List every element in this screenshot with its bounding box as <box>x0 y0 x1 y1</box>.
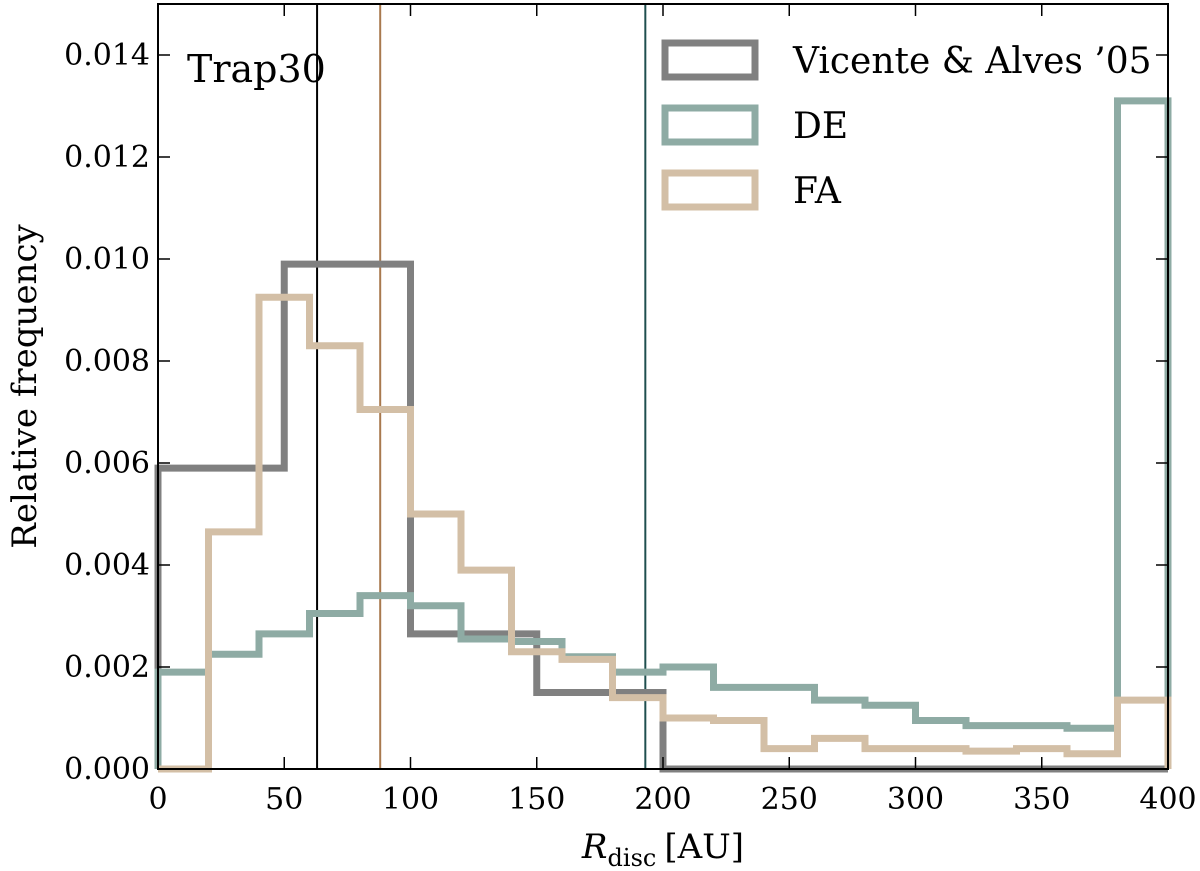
panel-annotation: Trap30 <box>187 47 326 91</box>
y-tick-label: 0.002 <box>64 650 150 685</box>
series-1-steps <box>154 97 1172 769</box>
legend-label-2: FA <box>793 171 842 212</box>
legend-label-1: DE <box>793 106 848 147</box>
y-tick-label: 0.004 <box>64 548 150 583</box>
legend-swatch-0 <box>661 39 759 81</box>
x-axis-subscript: disc <box>608 844 657 871</box>
y-tick-label: 0.006 <box>64 446 150 481</box>
legend-swatch-1 <box>661 104 759 146</box>
legend-swatch-2 <box>661 169 759 211</box>
x-tick-label: 150 <box>508 782 565 817</box>
median-lines <box>316 4 647 769</box>
y-axis-title: Relative frequency <box>5 223 45 548</box>
x-tick-label: 200 <box>634 782 691 817</box>
legend-label-0: Vicente & Alves ’05 <box>792 41 1152 82</box>
x-tick-label: 400 <box>1139 782 1196 817</box>
x-tick-label: 100 <box>382 782 439 817</box>
axis-ticks: 0 50 100 150 200 250 300 350 400 0.000 0.002 0.004 0… <box>64 4 1197 817</box>
y-tick-label: 0.010 <box>64 242 150 277</box>
x-axis-symbol: R <box>581 827 608 867</box>
x-tick-label: 250 <box>761 782 818 817</box>
y-tick-label: 0.008 <box>64 344 150 379</box>
histogram-series <box>154 97 1172 773</box>
x-tick-label: 0 <box>148 782 167 817</box>
y-tick-label: 0.012 <box>64 140 150 175</box>
x-tick-label: 350 <box>1013 782 1070 817</box>
legend: Vicente & Alves ’05 DE FA <box>661 39 1152 212</box>
x-tick-label: 300 <box>887 782 944 817</box>
y-tick-label: 0.000 <box>64 752 150 787</box>
x-tick-label: 50 <box>265 782 303 817</box>
series-2-steps <box>158 293 1172 773</box>
y-tick-label: 0.014 <box>64 38 150 73</box>
x-axis-unit: [AU] <box>664 827 744 867</box>
x-axis-title: Rdisc [AU] <box>581 827 744 871</box>
